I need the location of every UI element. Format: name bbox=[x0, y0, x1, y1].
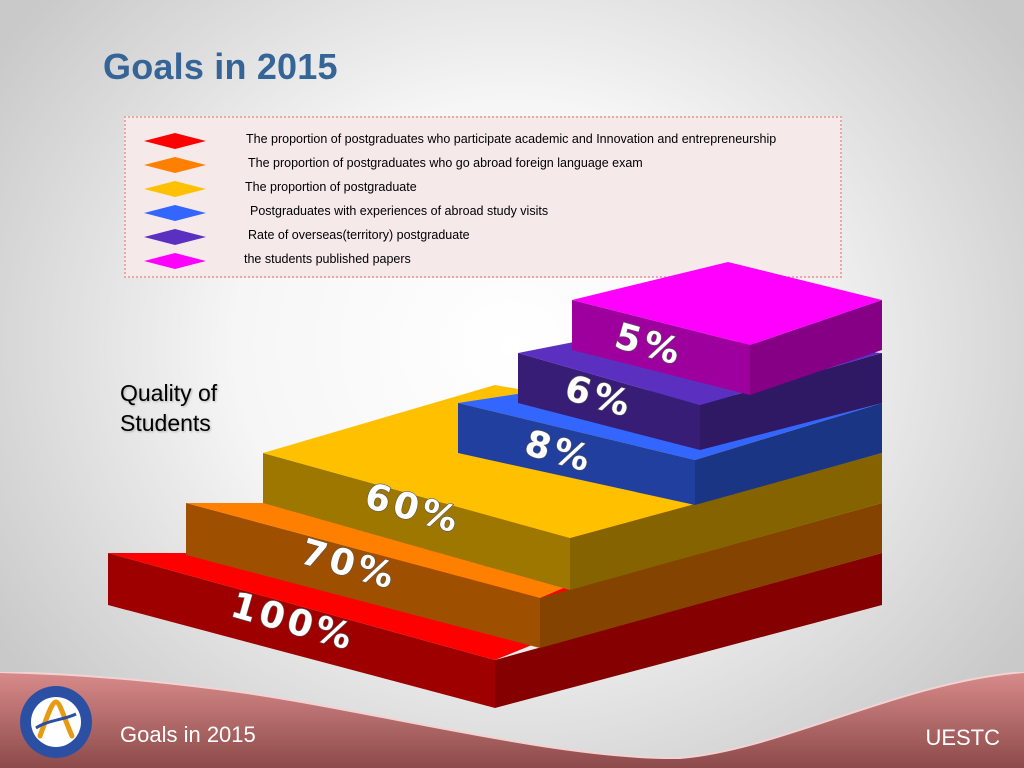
footer-title: Goals in 2015 bbox=[120, 722, 256, 747]
footer-org: UESTC bbox=[925, 725, 1000, 750]
side-label-line-1: Quality of bbox=[120, 380, 218, 406]
legend-item: Postgraduates with experiences of abroad… bbox=[142, 202, 842, 224]
diamond-swatch-icon bbox=[144, 133, 206, 149]
bar-step bbox=[572, 262, 882, 395]
bar-front-face bbox=[518, 353, 700, 450]
legend-item: The proportion of postgraduate bbox=[142, 178, 842, 200]
legend-label: The proportion of postgraduates who part… bbox=[246, 132, 777, 146]
chart-legend: The proportion of postgraduates who part… bbox=[124, 116, 842, 278]
diamond-swatch-icon bbox=[144, 253, 206, 269]
bar-front-face bbox=[458, 403, 695, 505]
bar-side-face bbox=[495, 553, 882, 708]
side-label: Quality of Students bbox=[120, 378, 217, 438]
diamond-swatch-icon bbox=[144, 229, 206, 245]
legend-label: The proportion of postgraduates who go a… bbox=[248, 156, 643, 170]
bar-side-face bbox=[750, 300, 882, 395]
legend-item: Rate of overseas(territory) postgraduate bbox=[142, 226, 842, 248]
diamond-swatch-icon bbox=[144, 181, 206, 197]
bar-side-face bbox=[570, 453, 882, 590]
bar-front-face bbox=[572, 300, 750, 395]
bar-front-face bbox=[263, 453, 570, 590]
bar-side-face bbox=[540, 503, 882, 648]
legend-label: The proportion of postgraduate bbox=[245, 180, 417, 194]
legend-item: The proportion of postgraduates who part… bbox=[142, 130, 842, 152]
bar-front-face bbox=[108, 553, 495, 708]
bar-side-face bbox=[695, 403, 882, 505]
diamond-swatch-icon bbox=[144, 205, 206, 221]
legend-label: the students published papers bbox=[244, 252, 411, 266]
footer-band bbox=[0, 672, 1024, 768]
bar-front-face bbox=[186, 503, 540, 648]
legend-item: the students published papers bbox=[142, 250, 842, 272]
page-title: Goals in 2015 bbox=[103, 46, 338, 87]
side-label-line-2: Students bbox=[120, 410, 211, 436]
bar-side-face bbox=[700, 353, 882, 450]
diamond-swatch-icon bbox=[144, 157, 206, 173]
bar-top-face bbox=[572, 262, 882, 345]
legend-label: Rate of overseas(territory) postgraduate bbox=[248, 228, 470, 242]
legend-label: Postgraduates with experiences of abroad… bbox=[250, 204, 549, 218]
legend-item: The proportion of postgraduates who go a… bbox=[142, 154, 842, 176]
school-logo bbox=[20, 686, 92, 758]
